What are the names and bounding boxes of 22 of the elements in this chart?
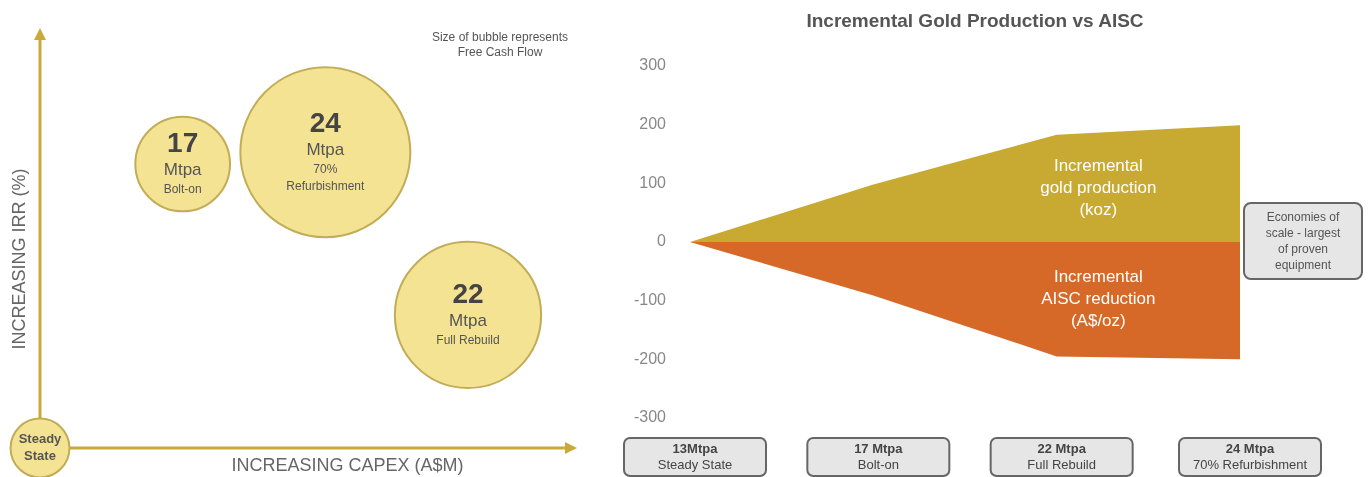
x-axis-title: INCREASING CAPEX (A$M)	[231, 454, 464, 475]
x-tick-label: 17 Mtpa Bolt-on	[854, 440, 904, 472]
x-tick-label: 17 Mtpa Bolt-on	[163, 127, 203, 197]
text: Size of bubble represents Free Cash Flow	[431, 30, 569, 60]
y-tick-label: 300	[639, 56, 667, 74]
series-label: Incremental AISC reduction (A$/oz)	[1041, 266, 1156, 330]
y-tick-label: 100	[639, 173, 667, 191]
x-tick-label: 22 Mtpa Full Rebuild	[1027, 440, 1096, 472]
y-tick-label: 0	[657, 232, 667, 250]
y-tick-label: -200	[633, 349, 667, 367]
series-label: Incremental gold production (koz)	[1040, 156, 1157, 220]
x-tick-label: 13Mtpa Steady State	[657, 440, 733, 472]
x-tick-label: Steady State	[18, 431, 63, 464]
x-tick-label: 24 Mtpa 70% Refurbishment	[1192, 440, 1308, 472]
y-tick-label: 200	[639, 115, 667, 133]
y-tick-label: -300	[633, 408, 667, 426]
y-tick-label: -100	[633, 291, 667, 309]
x-tick-label: 22 Mtpa Full Rebuild	[436, 278, 500, 348]
y-axis-title: INCREASING IRR (%)	[8, 168, 29, 350]
x-tick-label: 24 Mtpa 70% Refurbishment	[286, 106, 366, 193]
note-box: Economies of scale - largest of proven equipment	[1243, 202, 1363, 280]
chart-title: Incremental Gold Production vs AISC	[806, 10, 1144, 32]
